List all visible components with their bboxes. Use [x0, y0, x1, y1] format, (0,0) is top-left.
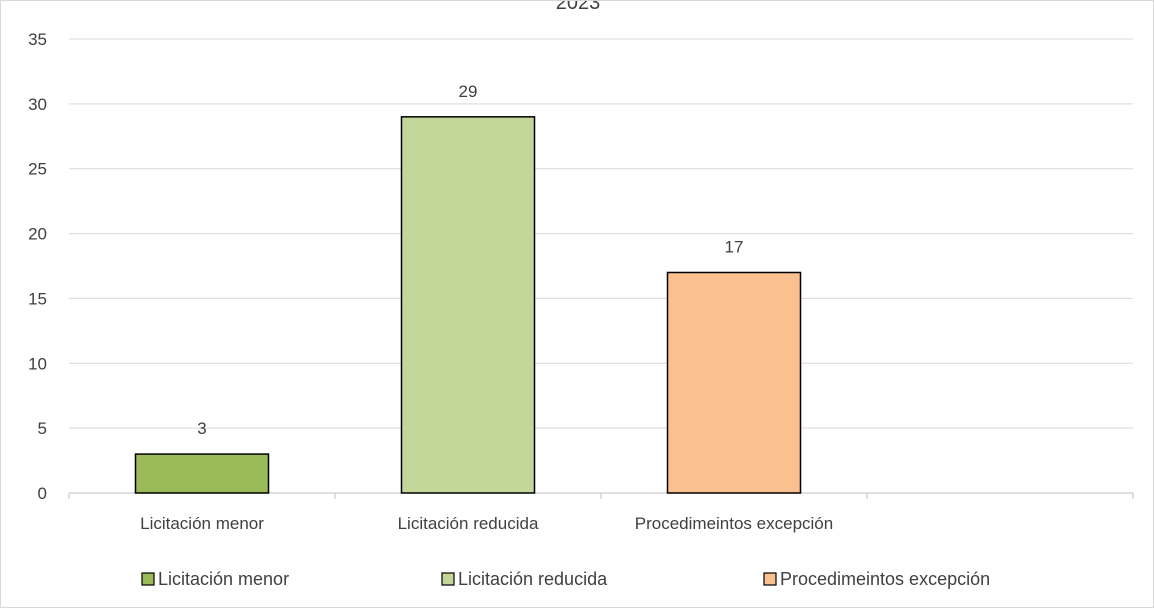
y-tick-label: 10 — [28, 354, 47, 373]
category-label: Licitación reducida — [398, 514, 539, 533]
y-tick-label: 15 — [28, 289, 47, 308]
legend: Licitación menor Licitación reducida Proce… — [141, 569, 990, 589]
y-tick-label: 20 — [28, 225, 47, 244]
bar — [666, 271, 802, 494]
chart-title: 2023 — [556, 1, 601, 14]
legend-label: Procedimeintos excepción — [780, 569, 990, 589]
y-tick-label: 5 — [38, 419, 47, 438]
data-label: 29 — [459, 82, 478, 101]
legend-swatch — [141, 572, 155, 586]
x-axis: Licitación menor Licitación reducida Proce… — [68, 493, 1134, 533]
y-tick-label: 35 — [28, 30, 47, 49]
legend-label: Licitación menor — [158, 569, 289, 589]
data-label: 17 — [725, 237, 744, 256]
legend-swatch — [441, 572, 455, 586]
legend-label: Licitación reducida — [458, 569, 608, 589]
bar — [134, 453, 270, 494]
y-tick-label: 0 — [38, 484, 47, 503]
y-axis-ticks: 0 5 10 15 20 25 30 35 — [28, 30, 47, 503]
data-label: 3 — [197, 419, 206, 438]
bars: 3 29 17 — [134, 82, 802, 494]
category-label: Licitación menor — [140, 514, 264, 533]
gridlines — [69, 38, 1133, 494]
y-tick-label: 30 — [28, 95, 47, 114]
bar — [400, 116, 536, 494]
category-label: Procedimeintos excepción — [635, 514, 833, 533]
y-tick-label: 25 — [28, 160, 47, 179]
legend-swatch — [763, 572, 777, 586]
